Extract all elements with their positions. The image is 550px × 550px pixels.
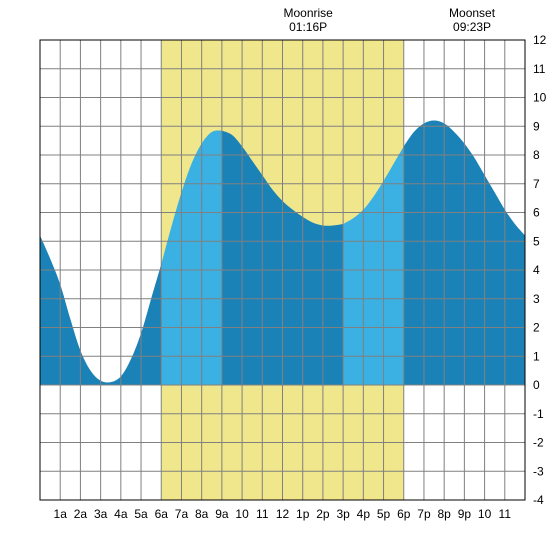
y-tick-label: 4	[533, 263, 540, 277]
moonrise-label: Moonrise 01:16P	[278, 6, 338, 34]
y-tick-label: 9	[533, 119, 540, 133]
x-tick-label: 7p	[417, 507, 431, 521]
y-tick-label: 8	[533, 148, 540, 162]
y-tick-label: -4	[533, 493, 544, 507]
x-tick-label: 2a	[74, 507, 88, 521]
x-tick-label: 2p	[316, 507, 330, 521]
x-tick-label: 3p	[336, 507, 350, 521]
y-tick-label: 1	[533, 349, 540, 363]
x-tick-label: 9p	[458, 507, 472, 521]
x-tick-label: 7a	[175, 507, 189, 521]
x-tick-label: 9a	[215, 507, 229, 521]
y-tick-label: 6	[533, 206, 540, 220]
y-tick-label: 5	[533, 234, 540, 248]
moonrise-time: 01:16P	[278, 20, 338, 34]
y-tick-label: -3	[533, 464, 544, 478]
y-tick-label: 0	[533, 378, 540, 392]
x-tick-label: 8a	[195, 507, 209, 521]
x-tick-label: 1a	[54, 507, 68, 521]
x-tick-label: 8p	[437, 507, 451, 521]
y-tick-label: 12	[533, 33, 547, 47]
y-tick-label: -2	[533, 436, 544, 450]
y-tick-label: 11	[533, 62, 546, 76]
tide-chart: -4-3-2-101234567891011121a2a3a4a5a6a7a8a…	[0, 0, 550, 550]
y-tick-label: 7	[533, 177, 540, 191]
x-tick-label: 6a	[155, 507, 169, 521]
moonrise-title: Moonrise	[278, 6, 338, 20]
y-tick-label: 10	[533, 91, 547, 105]
x-tick-label: 3a	[94, 507, 108, 521]
x-tick-label: 4p	[357, 507, 371, 521]
x-tick-label: 6p	[397, 507, 411, 521]
x-tick-label: 1p	[296, 507, 310, 521]
chart-svg: -4-3-2-101234567891011121a2a3a4a5a6a7a8a…	[0, 0, 550, 550]
x-tick-label: 11	[499, 507, 512, 521]
y-tick-label: 3	[533, 292, 540, 306]
x-tick-label: 5a	[134, 507, 148, 521]
y-tick-label: 2	[533, 321, 540, 335]
moonset-time: 09:23P	[442, 20, 502, 34]
x-tick-label: 10	[478, 507, 492, 521]
x-tick-label: 4a	[114, 507, 128, 521]
y-tick-label: -1	[533, 407, 544, 421]
x-tick-label: 10	[235, 507, 249, 521]
moonset-title: Moonset	[442, 6, 502, 20]
moonset-label: Moonset 09:23P	[442, 6, 502, 34]
x-tick-label: 5p	[377, 507, 391, 521]
x-tick-label: 11	[256, 507, 269, 521]
x-tick-label: 12	[276, 507, 290, 521]
